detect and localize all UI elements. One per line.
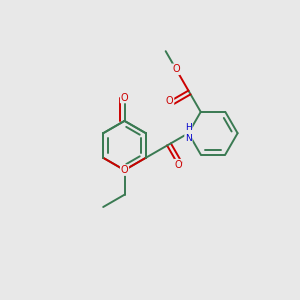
Text: H
N: H N: [185, 124, 192, 143]
Text: O: O: [166, 96, 173, 106]
Text: O: O: [172, 64, 180, 74]
Text: O: O: [121, 92, 128, 103]
Text: O: O: [174, 160, 182, 170]
Text: O: O: [121, 165, 128, 175]
